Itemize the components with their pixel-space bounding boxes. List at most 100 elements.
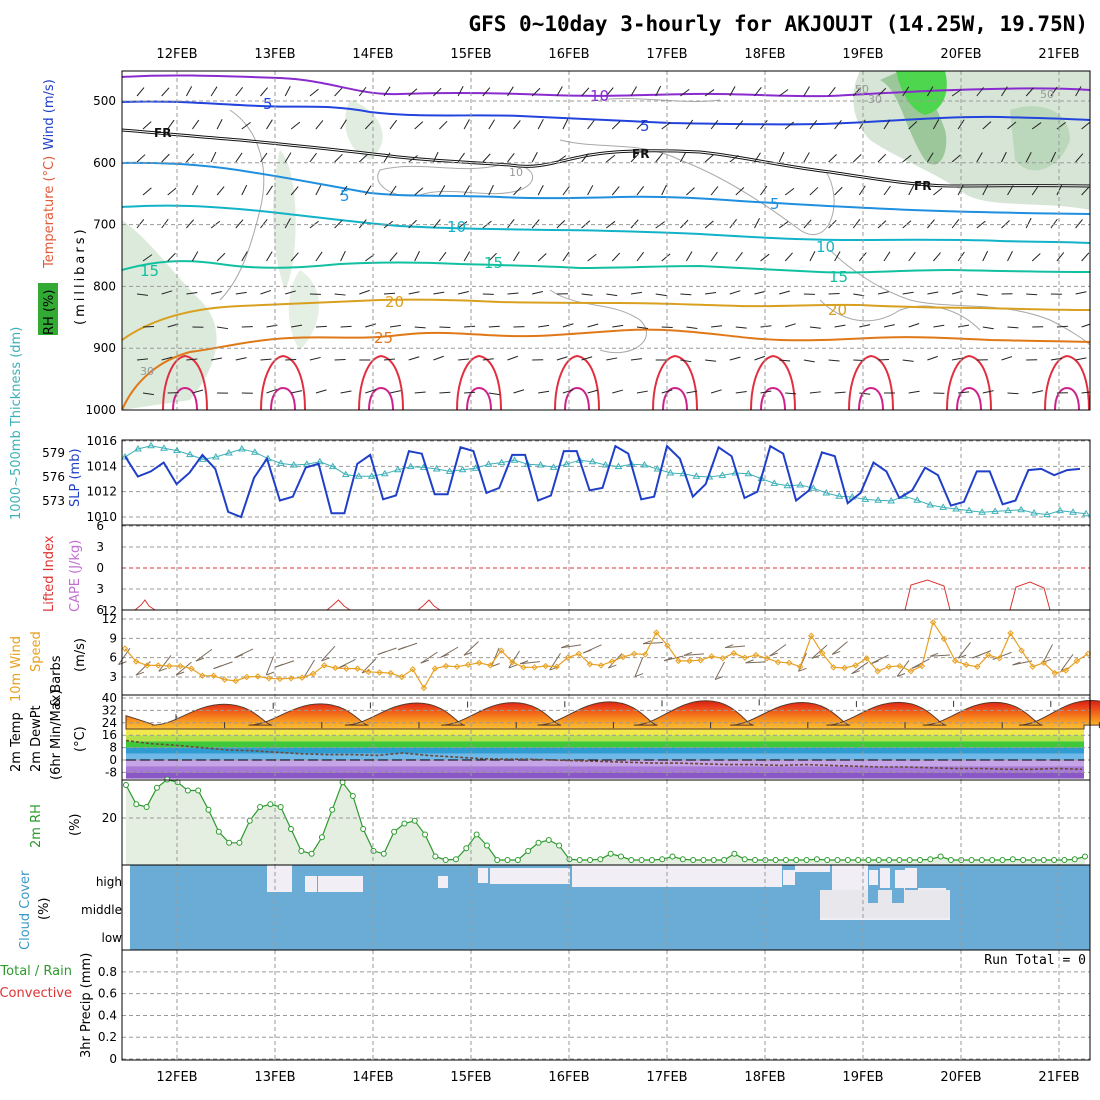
wind-speed-point bbox=[564, 654, 571, 661]
rh-point bbox=[968, 857, 975, 863]
rh-point bbox=[535, 839, 542, 846]
wind-barb bbox=[457, 85, 464, 97]
hot-contour bbox=[858, 386, 884, 410]
y-tick-label: 6 bbox=[109, 651, 117, 665]
rh-point bbox=[1082, 853, 1088, 860]
li-series bbox=[134, 579, 1051, 611]
clear-sky-cell bbox=[880, 868, 890, 888]
wind-barb bbox=[680, 219, 689, 229]
wind-barb bbox=[285, 358, 297, 361]
wind-barb bbox=[803, 86, 810, 97]
rh-point bbox=[793, 857, 800, 863]
contour-label: 10 bbox=[816, 238, 835, 256]
wind-speed-point bbox=[1051, 669, 1058, 677]
contour-label: 10 bbox=[590, 87, 609, 105]
cape-label: CAPE (J/kg) bbox=[68, 540, 83, 612]
wind-barb bbox=[877, 220, 887, 229]
y-tick-label: 8 bbox=[109, 741, 117, 755]
wind-barb bbox=[291, 324, 303, 328]
wind-barb bbox=[883, 119, 891, 130]
isotherm-10 bbox=[122, 204, 1090, 244]
thickness-point bbox=[471, 464, 480, 471]
wind-barb bbox=[704, 220, 714, 229]
wind-speed-point bbox=[354, 665, 361, 672]
wind-barb bbox=[803, 152, 810, 163]
wind-barb bbox=[883, 324, 895, 328]
thickness-point bbox=[1004, 506, 1012, 514]
y-tick-label: 0.6 bbox=[98, 987, 117, 1001]
hot-surface-contours bbox=[162, 354, 1090, 410]
thickness-slp-y-axes: 1010 1012 1014 1016 573 576 579 bbox=[42, 434, 117, 524]
wind-speed-point bbox=[1007, 629, 1014, 637]
contour-label: 30 bbox=[140, 365, 154, 378]
wind-speed-point bbox=[586, 660, 594, 668]
rh-point bbox=[741, 856, 748, 863]
rh-point bbox=[360, 826, 367, 832]
wind10-barb-tick bbox=[957, 654, 967, 659]
thickness-point bbox=[160, 444, 168, 451]
rh-point bbox=[277, 804, 284, 810]
rh-point bbox=[772, 857, 779, 863]
wind-speed-point bbox=[210, 672, 217, 679]
wind-barb bbox=[167, 187, 177, 196]
wind-speed-point bbox=[243, 673, 250, 681]
wind-barb bbox=[562, 389, 574, 394]
wind-barb bbox=[630, 153, 639, 163]
wind-barb bbox=[531, 219, 540, 229]
precip-panel: 0 0.2 0.4 0.6 0.8 Run Total = 0 bbox=[98, 949, 1091, 1066]
wind-barb bbox=[902, 86, 910, 97]
rh-point bbox=[597, 856, 604, 863]
wind-barb bbox=[902, 359, 914, 362]
wind-speed-point bbox=[996, 655, 1003, 662]
wind10m-label-b: Speed bbox=[29, 631, 44, 672]
wind10-barb-tick bbox=[274, 663, 284, 668]
rh-point bbox=[978, 857, 985, 863]
rh-point bbox=[226, 839, 233, 846]
wind-barb bbox=[210, 86, 218, 97]
wind-barb bbox=[1001, 86, 1008, 97]
rh-point bbox=[308, 850, 315, 857]
rh-point bbox=[710, 857, 717, 863]
wind-barb bbox=[340, 325, 352, 328]
wind-barb bbox=[266, 119, 273, 130]
wind-barb bbox=[710, 120, 719, 130]
wind-speed-point bbox=[963, 661, 970, 668]
wind-barb bbox=[414, 121, 424, 130]
rh-point bbox=[143, 804, 150, 810]
wind-speed-point bbox=[896, 662, 904, 670]
wind10-barb-tick bbox=[519, 660, 529, 665]
rh-point bbox=[215, 828, 222, 835]
wind-barb bbox=[704, 154, 714, 163]
rh-point bbox=[205, 806, 212, 813]
wind-barb bbox=[809, 326, 821, 329]
wind-speed-point bbox=[719, 655, 726, 662]
wind-speed-point bbox=[376, 669, 383, 676]
wind10-barb-tick bbox=[377, 651, 386, 656]
rh-point bbox=[576, 857, 583, 863]
wind10-barb-tick bbox=[896, 673, 906, 677]
wind-barb bbox=[760, 390, 772, 394]
wind-barb bbox=[334, 219, 343, 229]
wind-barb bbox=[883, 185, 891, 196]
wind10-barb bbox=[508, 650, 520, 669]
y-tick-label: 1014 bbox=[86, 459, 117, 473]
wind-barb bbox=[191, 251, 199, 262]
thickness-point bbox=[276, 459, 285, 466]
thickness-point bbox=[458, 465, 467, 473]
wind-barb bbox=[216, 119, 223, 130]
wind-barb bbox=[612, 389, 624, 394]
rh-point bbox=[545, 837, 552, 843]
hot-contour bbox=[946, 354, 992, 410]
wind-barb bbox=[587, 323, 599, 328]
wind-barb bbox=[186, 153, 195, 163]
wind10m-y-axis: 3 6 9 12 bbox=[102, 612, 117, 684]
wind-barb bbox=[513, 251, 520, 262]
wind-barb bbox=[1050, 218, 1058, 229]
wind10-barb-tick bbox=[420, 659, 429, 664]
wind10-barb-tick bbox=[1012, 661, 1021, 666]
wind-barb bbox=[161, 153, 170, 163]
wind-barb bbox=[809, 187, 819, 196]
clear-sky-cell bbox=[820, 890, 950, 918]
temperature-area bbox=[125, 699, 1100, 730]
rh-point bbox=[824, 857, 831, 863]
